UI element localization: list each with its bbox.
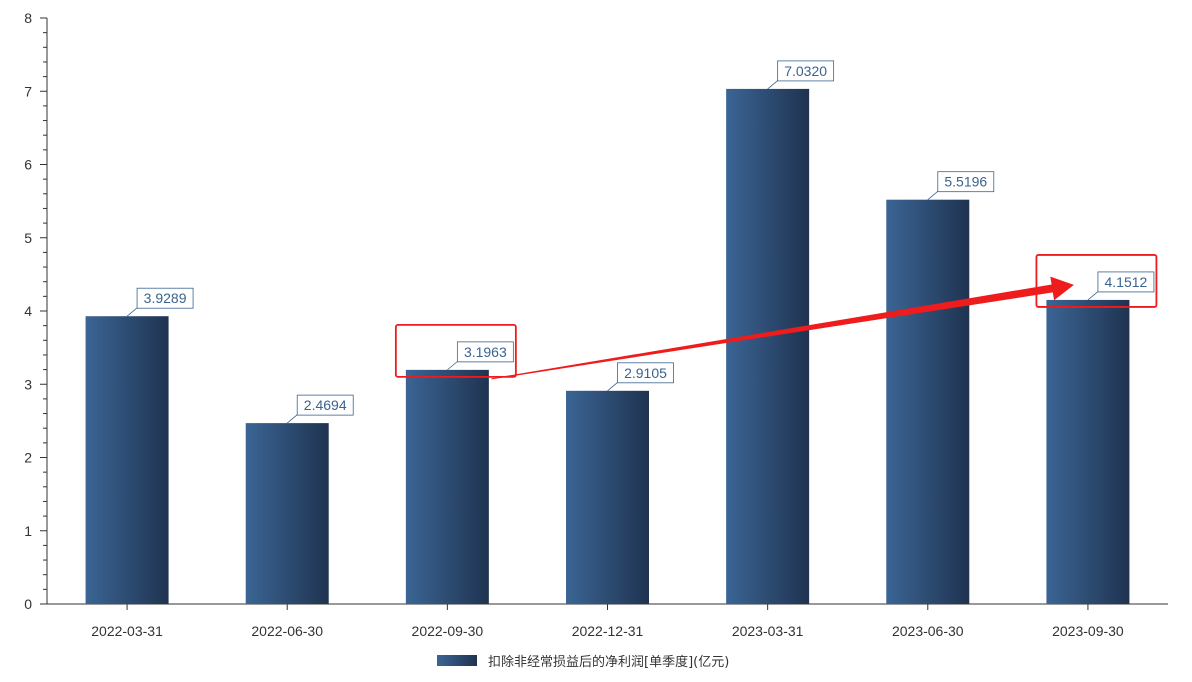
y-tick-label: 4 [24, 303, 32, 319]
data-labels: 3.9289 2.4694 3.1963 2.9105 7.0320 5.5196 4.15… [126, 60, 1155, 424]
bar[interactable] [886, 199, 970, 604]
x-axis: 2022-03-31 2022-06-30 2022-09-30 2022-12-31… [47, 603, 1168, 639]
data-label-box [136, 287, 194, 309]
y-tick-label: 2 [24, 450, 32, 466]
data-label: 5.5196 [944, 174, 987, 190]
trend-arrow [491, 276, 1074, 380]
data-label: 2.9105 [624, 365, 667, 381]
x-tick-label: 2023-06-30 [892, 623, 964, 639]
data-label-box [617, 362, 674, 384]
y-tick-label: 7 [24, 83, 32, 99]
y-tick-label: 3 [24, 376, 32, 392]
bar[interactable] [85, 316, 169, 604]
data-label-box [1097, 271, 1155, 293]
y-tick-label: 8 [24, 10, 32, 26]
y-tick-label: 6 [24, 157, 32, 173]
bar[interactable] [1046, 299, 1130, 604]
bar[interactable] [245, 423, 329, 604]
x-tick-label: 2023-09-30 [1052, 623, 1124, 639]
legend[interactable]: 扣除非经常损益后的净利润[单季度](亿元) [437, 654, 729, 670]
x-tick-label: 2023-03-31 [732, 623, 804, 639]
bar-series [85, 88, 1130, 604]
x-tick-label: 2022-06-30 [251, 623, 323, 639]
data-label: 3.9289 [144, 290, 187, 306]
data-label-box [777, 60, 835, 82]
bar[interactable] [566, 390, 649, 604]
bar[interactable] [405, 369, 489, 604]
data-label: 4.1512 [1105, 274, 1148, 290]
data-label-box [937, 171, 995, 193]
data-label: 2.4694 [304, 397, 347, 413]
data-label-box [296, 394, 354, 416]
legend-label: 扣除非经常损益后的净利润[单季度](亿元) [488, 654, 729, 670]
x-tick-label: 2022-03-31 [91, 623, 163, 639]
x-tick-label: 2022-12-31 [572, 623, 644, 639]
y-tick-label: 5 [24, 230, 32, 246]
x-tick-label: 2022-09-30 [412, 623, 484, 639]
highlight-annotations [394, 254, 1158, 380]
highlight-box [1035, 254, 1158, 308]
legend-swatch [437, 655, 477, 666]
highlight-box [394, 323, 517, 378]
y-tick-label: 1 [24, 523, 32, 539]
data-label-box [456, 341, 514, 363]
bar[interactable] [726, 88, 810, 604]
y-tick-label: 0 [24, 596, 32, 612]
y-axis: 0 1 2 3 4 5 6 7 8 [24, 10, 48, 612]
data-label: 7.0320 [784, 63, 827, 79]
data-label: 3.1963 [464, 344, 507, 360]
